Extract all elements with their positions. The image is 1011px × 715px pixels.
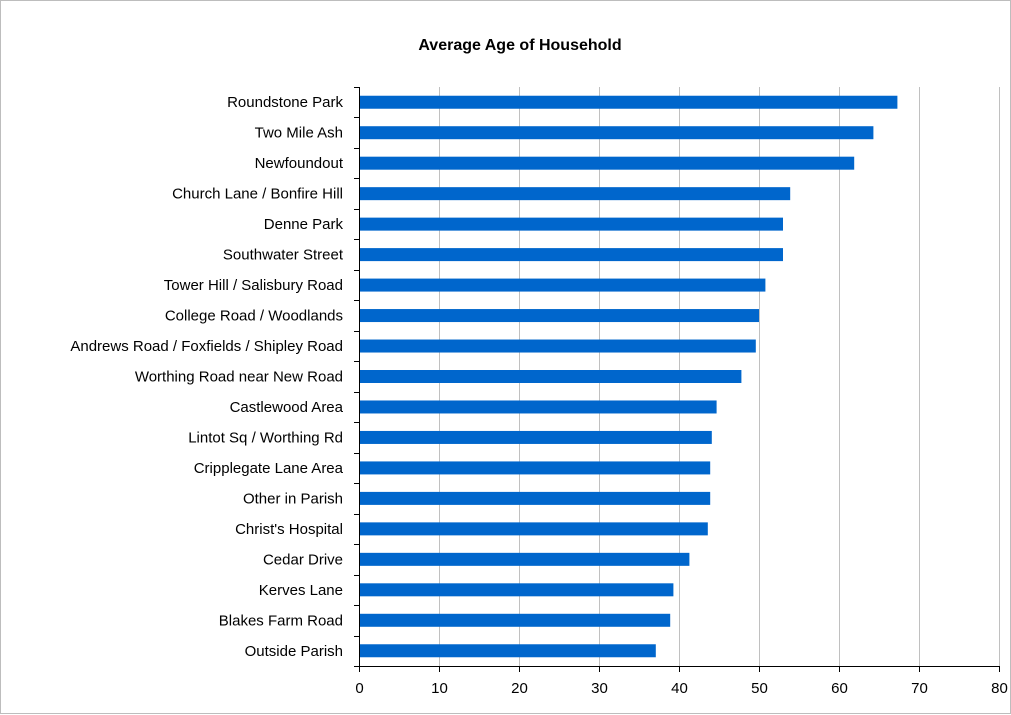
x-tick-label-10: 10 — [431, 680, 448, 697]
category-label-13: Other in Parish — [243, 490, 343, 507]
x-tick-label-60: 60 — [831, 680, 848, 697]
bar-3 — [360, 187, 791, 201]
category-label-11: Lintot Sq / Worthing Rd — [188, 429, 343, 446]
bar-10 — [360, 400, 717, 414]
bar-9 — [360, 370, 742, 383]
bar-0 — [360, 95, 898, 109]
bar-8 — [360, 339, 756, 353]
category-labels: Roundstone Park Two Mile Ash Newfoundout Ch… — [70, 94, 343, 660]
x-tick-label-0: 0 — [355, 680, 363, 697]
x-tick-label-70: 70 — [911, 680, 928, 697]
bar-17 — [360, 613, 671, 627]
bar-1 — [360, 126, 874, 140]
bar-13 — [360, 491, 711, 505]
category-label-0: Roundstone Park — [227, 94, 343, 111]
chart-title: Average Age of Household — [418, 37, 621, 54]
x-tick-label-40: 40 — [671, 680, 688, 697]
bar-12 — [360, 461, 711, 475]
bar-7 — [360, 309, 759, 323]
bars — [360, 95, 898, 658]
category-label-14: Christ's Hospital — [235, 521, 343, 538]
x-tick-label-80: 80 — [991, 680, 1008, 697]
bar-11 — [360, 430, 712, 444]
category-label-9: Worthing Road near New Road — [135, 369, 343, 386]
category-label-10: Castlewood Area — [230, 399, 344, 416]
bar-6 — [360, 278, 766, 292]
category-label-1: Two Mile Ash — [255, 125, 343, 142]
category-label-6: Tower Hill / Salisbury Road — [164, 277, 343, 294]
x-tick-label-30: 30 — [591, 680, 608, 697]
category-label-18: Outside Parish — [245, 643, 343, 660]
x-tick-label-50: 50 — [751, 680, 768, 697]
bar-18 — [360, 644, 656, 658]
bar-15 — [360, 552, 690, 566]
category-label-15: Cedar Drive — [263, 551, 343, 568]
bar-2 — [360, 156, 855, 170]
bar-16 — [360, 583, 674, 597]
category-label-2: Newfoundout — [255, 155, 344, 172]
category-label-3: Church Lane / Bonfire Hill — [172, 186, 343, 203]
category-label-5: Southwater Street — [223, 247, 344, 264]
category-label-8: Andrews Road / Foxfields / Shipley Road — [70, 338, 343, 355]
axes — [354, 87, 1000, 672]
bar-4 — [360, 217, 783, 231]
bar-14 — [360, 522, 708, 536]
x-tick-labels: 0 10 20 30 40 50 60 70 80 — [355, 680, 1008, 697]
category-label-16: Kerves Lane — [259, 582, 343, 599]
category-label-17: Blakes Farm Road — [219, 612, 343, 629]
bar-5 — [360, 248, 783, 262]
category-label-4: Denne Park — [264, 216, 344, 233]
x-tick-label-20: 20 — [511, 680, 528, 697]
category-label-7: College Road / Woodlands — [165, 308, 343, 325]
category-label-12: Cripplegate Lane Area — [194, 460, 344, 477]
